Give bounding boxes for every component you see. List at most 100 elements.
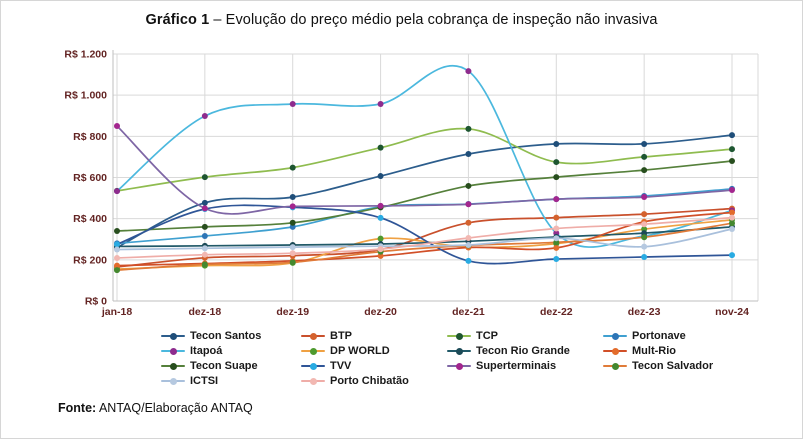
data-point-porto-chibatao <box>729 214 735 221</box>
data-point-superterminais <box>641 194 648 201</box>
data-point-mult-rio <box>114 262 120 269</box>
legend-marker-icon <box>447 332 471 340</box>
gridlines <box>113 53 759 301</box>
data-point-mult-rio <box>553 244 560 251</box>
y-tick-label: R$ 600 <box>73 172 107 184</box>
legend-label: Tecon Rio Grande <box>476 345 570 357</box>
legend-marker-icon <box>301 362 325 370</box>
data-point-tcp <box>377 144 384 151</box>
series-line-tcp <box>116 127 733 192</box>
data-point-tvv <box>553 256 560 263</box>
series-tecon-salvador <box>114 220 735 274</box>
x-axis-labels: jan-18 dez-18 dez-19 dez-20 dez-21 dez-22 dez-… <box>101 306 749 318</box>
data-point-tecon-suape <box>729 158 735 165</box>
data-point-dp-world <box>377 235 384 242</box>
data-point-ictsi <box>289 244 296 251</box>
legend-item: Tecon Suape <box>161 360 301 372</box>
data-point-tecon-suape <box>114 228 120 235</box>
legend-label: Porto Chibatão <box>330 375 409 387</box>
data-point-porto-chibatao <box>465 235 472 242</box>
data-point-mult-rio <box>729 209 735 216</box>
data-point-portonave <box>289 223 296 230</box>
legend-item: Portonave <box>603 330 733 342</box>
legend-marker-icon <box>603 332 627 340</box>
source-note-text: ANTAQ/Elaboração ANTAQ <box>96 401 253 415</box>
data-point-tecon-santos <box>201 199 208 206</box>
series-line-btp <box>116 207 733 268</box>
x-tick-label: jan-18 <box>101 306 133 318</box>
legend-item: Itapoá <box>161 345 301 357</box>
legend-marker-icon <box>161 332 185 340</box>
data-point-tecon-santos <box>289 194 296 201</box>
legend-item: TVV <box>301 360 447 372</box>
data-point-btp <box>641 211 648 218</box>
data-point-mult-rio <box>377 252 384 259</box>
data-point-ictsi <box>641 243 648 250</box>
data-point-porto-chibatao <box>377 246 384 253</box>
series-tecon-suape <box>114 158 735 235</box>
legend-label: DP WORLD <box>330 345 390 357</box>
y-axis-labels: R$ 0 R$ 200 R$ 400 R$ 600 R$ 800 R$ 1.000 R$ 1… <box>64 49 107 308</box>
y-tick-label: R$ 0 <box>85 296 107 308</box>
legend-label: TVV <box>330 360 352 372</box>
chart-legend: Tecon Santos BTP TCP Portonave Itapoá DP WORL… <box>161 330 733 387</box>
legend-marker-icon <box>161 362 185 370</box>
legend-item: TCP <box>447 330 603 342</box>
legend-label: Portonave <box>632 330 686 342</box>
y-tick-label: R$ 1.200 <box>64 49 107 61</box>
data-point-itapoa <box>289 101 296 108</box>
data-point-portonave <box>201 232 208 239</box>
data-point-tecon-suape <box>201 223 208 230</box>
data-point-superterminais <box>729 187 735 194</box>
legend-label: Tecon Salvador <box>632 360 714 372</box>
legend-item: Tecon Rio Grande <box>447 345 603 357</box>
data-point-tecon-salvador <box>553 239 560 246</box>
legend-marker-icon <box>301 347 325 355</box>
legend-marker-icon <box>161 347 185 355</box>
legend-label: Tecon Suape <box>190 360 258 372</box>
series-line-dp-world <box>116 219 733 270</box>
data-point-tcp <box>553 159 560 166</box>
data-point-tecon-salvador <box>289 259 296 266</box>
legend-label: ICTSI <box>190 375 219 387</box>
data-point-tecon-santos <box>729 132 735 139</box>
data-point-tcp <box>641 153 648 160</box>
y-tick-label: R$ 1.000 <box>64 90 107 102</box>
legend-item: ICTSI <box>161 375 301 387</box>
series-line-ictsi <box>116 228 733 251</box>
x-tick-label: dez-20 <box>364 306 397 318</box>
legend-item: Porto Chibatão <box>301 375 447 387</box>
legend-label: TCP <box>476 330 498 342</box>
legend-item: Tecon Salvador <box>603 360 733 372</box>
series-tecon-santos <box>114 132 735 251</box>
data-point-tvv <box>641 253 648 260</box>
series-superterminais <box>114 123 735 215</box>
legend-label: Mult-Rio <box>632 345 676 357</box>
data-point-tecon-salvador <box>729 220 735 227</box>
legend-item: Tecon Santos <box>161 330 301 342</box>
data-point-btp <box>465 219 472 226</box>
series-line-itapoa <box>116 64 733 248</box>
legend-label: Superterminais <box>476 360 557 372</box>
legend-item: DP WORLD <box>301 345 447 357</box>
data-point-ictsi <box>114 246 120 253</box>
data-point-superterminais <box>377 202 384 209</box>
data-point-superterminais <box>114 123 120 130</box>
data-point-tvv <box>114 241 120 248</box>
series-ictsi <box>114 225 735 253</box>
data-point-itapoa <box>201 112 208 119</box>
data-point-tcp <box>465 125 472 132</box>
x-tick-label: dez-19 <box>276 306 309 318</box>
legend-marker-icon <box>161 377 185 385</box>
y-tick-label: R$ 200 <box>73 254 107 266</box>
data-point-tecon-salvador <box>641 234 648 241</box>
data-point-ictsi <box>729 225 735 232</box>
series-line-tecon-rio-grande <box>116 226 733 248</box>
data-point-tecon-suape <box>553 174 560 181</box>
x-tick-label: nov-24 <box>715 306 749 318</box>
data-point-ictsi <box>553 235 560 242</box>
legend-item: Mult-Rio <box>603 345 733 357</box>
data-point-tecon-santos <box>641 140 648 147</box>
legend-item: BTP <box>301 330 447 342</box>
data-point-tecon-suape <box>289 219 296 226</box>
